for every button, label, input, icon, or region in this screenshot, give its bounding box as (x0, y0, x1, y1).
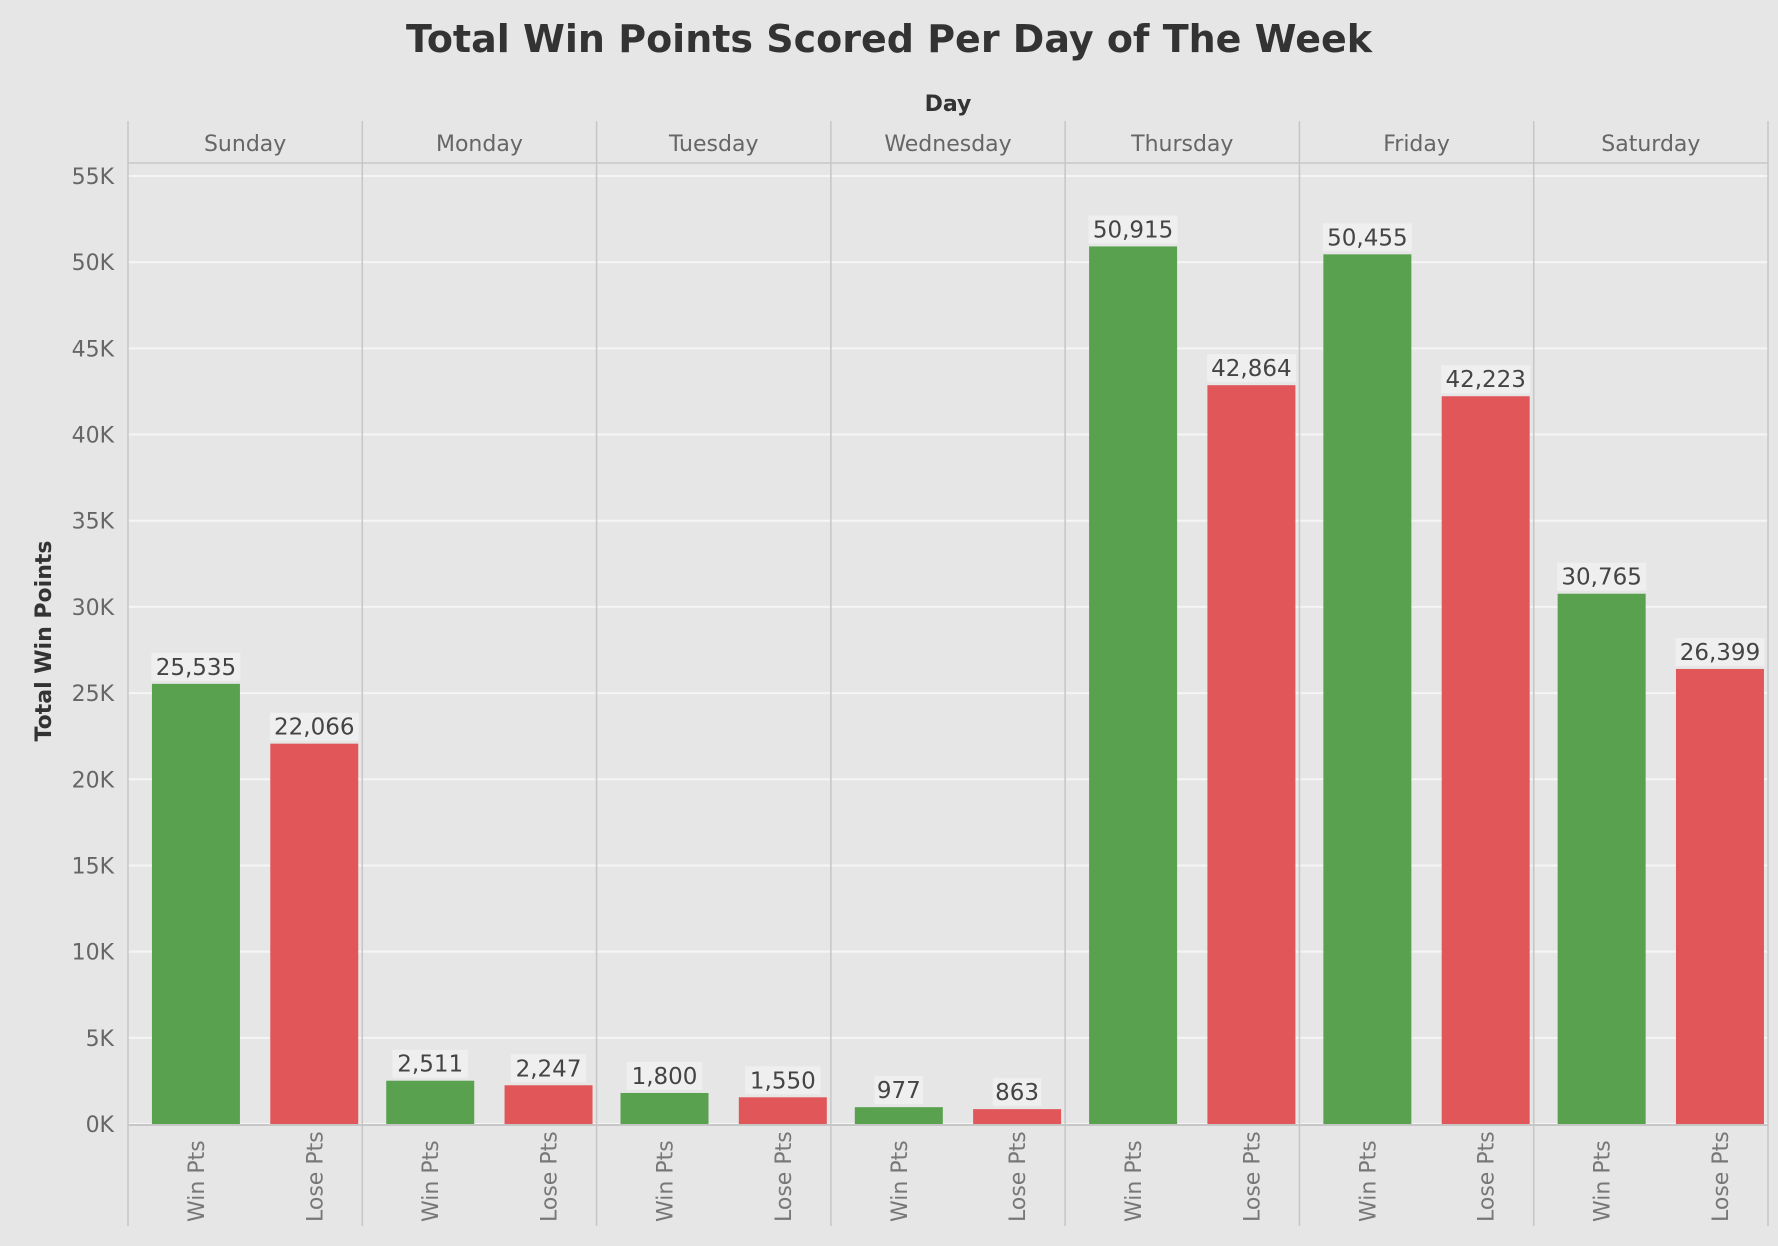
bar-saturday-win-pts (1557, 593, 1646, 1124)
y-tick-label: 0K (86, 1113, 115, 1138)
data-label: 42,864 (1211, 356, 1291, 382)
y-tick-label: 30K (72, 596, 115, 621)
y-tick-label: 40K (72, 424, 115, 449)
data-label-bg (510, 1054, 587, 1083)
y-tick-label: 20K (72, 768, 115, 793)
column-header-title: Day (925, 92, 972, 117)
category-label: Win Pts (888, 1140, 913, 1222)
bar-wednesday-win-pts (854, 1107, 943, 1124)
day-header-wednesday: Wednesday (884, 132, 1011, 157)
data-label-bg (1557, 562, 1647, 591)
y-axis-label: Total Win Points (32, 541, 57, 742)
bar-sunday-win-pts (151, 683, 240, 1124)
y-tick-label: 45K (72, 337, 115, 362)
bar-sunday-lose-pts (270, 743, 359, 1124)
bar-wednesday-lose-pts (973, 1109, 1062, 1124)
category-label: Lose Pts (772, 1131, 797, 1222)
data-label: 2,247 (516, 1056, 582, 1082)
day-header-tuesday: Tuesday (668, 132, 759, 157)
y-tick-label: 5K (86, 1027, 115, 1052)
bar-monday-win-pts (386, 1080, 475, 1124)
category-label: Lose Pts (1006, 1131, 1031, 1222)
data-label-bg (1206, 354, 1296, 383)
data-label: 30,765 (1561, 565, 1641, 591)
data-label-bg (1441, 365, 1531, 394)
category-label: Lose Pts (1475, 1131, 1500, 1222)
day-panes: Sunday Monday Tuesday Wednesday Thursday Frid… (127, 121, 1769, 1226)
category-label: Win Pts (1122, 1140, 1147, 1222)
bar-tuesday-win-pts (620, 1092, 709, 1124)
y-tick-label: 55K (72, 165, 115, 190)
bar-saturday-lose-pts (1675, 668, 1764, 1124)
category-label: Lose Pts (303, 1131, 328, 1222)
day-header-friday: Friday (1383, 132, 1450, 157)
data-label-bg (151, 652, 241, 681)
bar-friday-win-pts (1323, 254, 1412, 1124)
day-header-thursday: Thursday (1130, 132, 1233, 157)
data-label: 22,066 (274, 715, 354, 741)
y-tick-label: 25K (72, 682, 115, 707)
data-label: 26,399 (1680, 640, 1760, 666)
data-label-bg (1675, 637, 1765, 666)
category-label: Win Pts (185, 1140, 210, 1222)
bar-friday-lose-pts (1441, 396, 1530, 1124)
data-label: 977 (877, 1078, 921, 1104)
data-label-bg (269, 712, 359, 741)
data-label: 1,800 (632, 1064, 698, 1090)
data-label-bg (874, 1076, 924, 1105)
bar-monday-lose-pts (504, 1085, 593, 1124)
bar-thursday-win-pts (1089, 246, 1178, 1125)
y-tick-label: 50K (72, 251, 115, 276)
data-label-bg (1088, 215, 1178, 244)
bar-tuesday-lose-pts (738, 1097, 827, 1124)
category-label: Win Pts (654, 1140, 679, 1222)
data-label: 42,223 (1445, 367, 1525, 393)
data-label: 25,535 (156, 655, 236, 681)
y-tick-label: 10K (72, 941, 115, 966)
category-label: Lose Pts (538, 1131, 563, 1222)
data-label: 2,511 (397, 1052, 463, 1078)
data-label-bg (626, 1061, 703, 1090)
day-header-sunday: Sunday (204, 132, 286, 157)
data-label: 50,915 (1093, 217, 1173, 243)
category-label: Win Pts (419, 1140, 444, 1222)
y-tick-label: 35K (72, 510, 115, 535)
category-label: Lose Pts (1240, 1131, 1265, 1222)
category-label: Win Pts (1356, 1140, 1381, 1222)
y-tick-label: 15K (72, 854, 115, 879)
data-label-bg (992, 1078, 1042, 1107)
data-label-bg (745, 1066, 821, 1095)
bars (151, 246, 1764, 1125)
chart-title: Total Win Points Scored Per Day of The W… (406, 17, 1373, 61)
data-label-bg (392, 1049, 468, 1078)
category-label: Win Pts (1591, 1140, 1616, 1222)
day-header-monday: Monday (436, 132, 523, 157)
y-axis-ticks: 0K 5K 10K 15K 20K 25K 30K 35K 40K 45K 50K 55K (72, 165, 115, 1138)
data-label: 863 (995, 1080, 1039, 1106)
category-label: Lose Pts (1709, 1131, 1734, 1222)
data-label: 1,550 (750, 1068, 816, 1094)
day-header-saturday: Saturday (1601, 132, 1700, 157)
data-labels: 25,535 22,066 2,511 2,247 1,800 1,550 977 863 50… (151, 215, 1765, 1107)
bar-thursday-lose-pts (1207, 385, 1296, 1124)
data-label: 50,455 (1327, 225, 1407, 251)
category-labels: Win Pts Lose Pts Win Pts Lose Pts Win Pts Los… (185, 1131, 1734, 1222)
gridlines (128, 175, 1768, 1125)
data-label-bg (1322, 223, 1412, 252)
